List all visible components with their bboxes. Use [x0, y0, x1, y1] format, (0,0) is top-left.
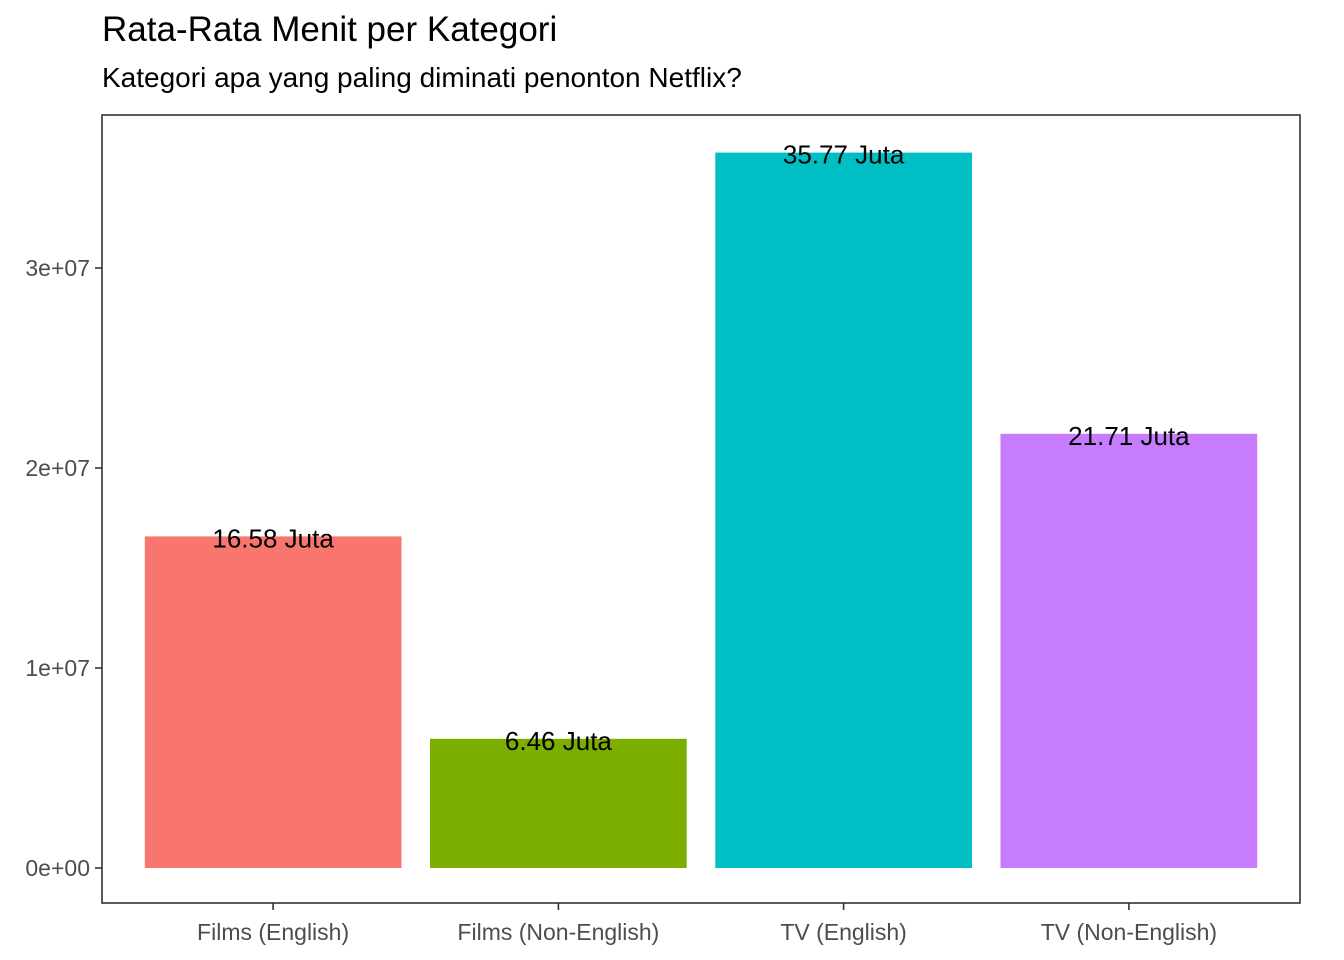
data-label-3: 21.71 Juta: [1068, 421, 1190, 451]
y-axis: 0e+00 1e+07 2e+07 3e+07: [25, 255, 102, 881]
bar-2: [715, 152, 972, 869]
y-tick-label-2: 2e+07: [25, 455, 90, 481]
y-tick-label-0: 0e+00: [25, 855, 90, 881]
x-tick-label-0: Films (English): [197, 919, 349, 945]
bar-0: [144, 536, 402, 868]
bars-layer: [144, 152, 1258, 869]
plot-panel-border: [101, 114, 1301, 904]
x-axis: Films (English) Films (Non-English) TV (En…: [197, 903, 1217, 945]
data-label-1: 6.46 Juta: [505, 726, 613, 756]
x-tick-label-1: Films (Non-English): [457, 919, 659, 945]
chart-title: Rata-Rata Menit per Kategori: [102, 10, 558, 49]
x-tick-label-2: TV (English): [780, 919, 907, 945]
data-label-0: 16.58 Juta: [212, 523, 334, 553]
data-labels-layer: 16.58 Juta 6.46 Juta 35.77 Juta 21.71 Juta: [212, 140, 1190, 756]
bar-1: [430, 738, 687, 868]
chart-subtitle: Kategori apa yang paling diminati penont…: [102, 62, 742, 93]
bar-3: [1000, 433, 1258, 868]
data-label-2: 35.77 Juta: [783, 140, 905, 170]
y-tick-label-1: 1e+07: [25, 655, 90, 681]
y-tick-label-3: 3e+07: [25, 255, 90, 281]
x-tick-label-3: TV (Non-English): [1041, 919, 1217, 945]
